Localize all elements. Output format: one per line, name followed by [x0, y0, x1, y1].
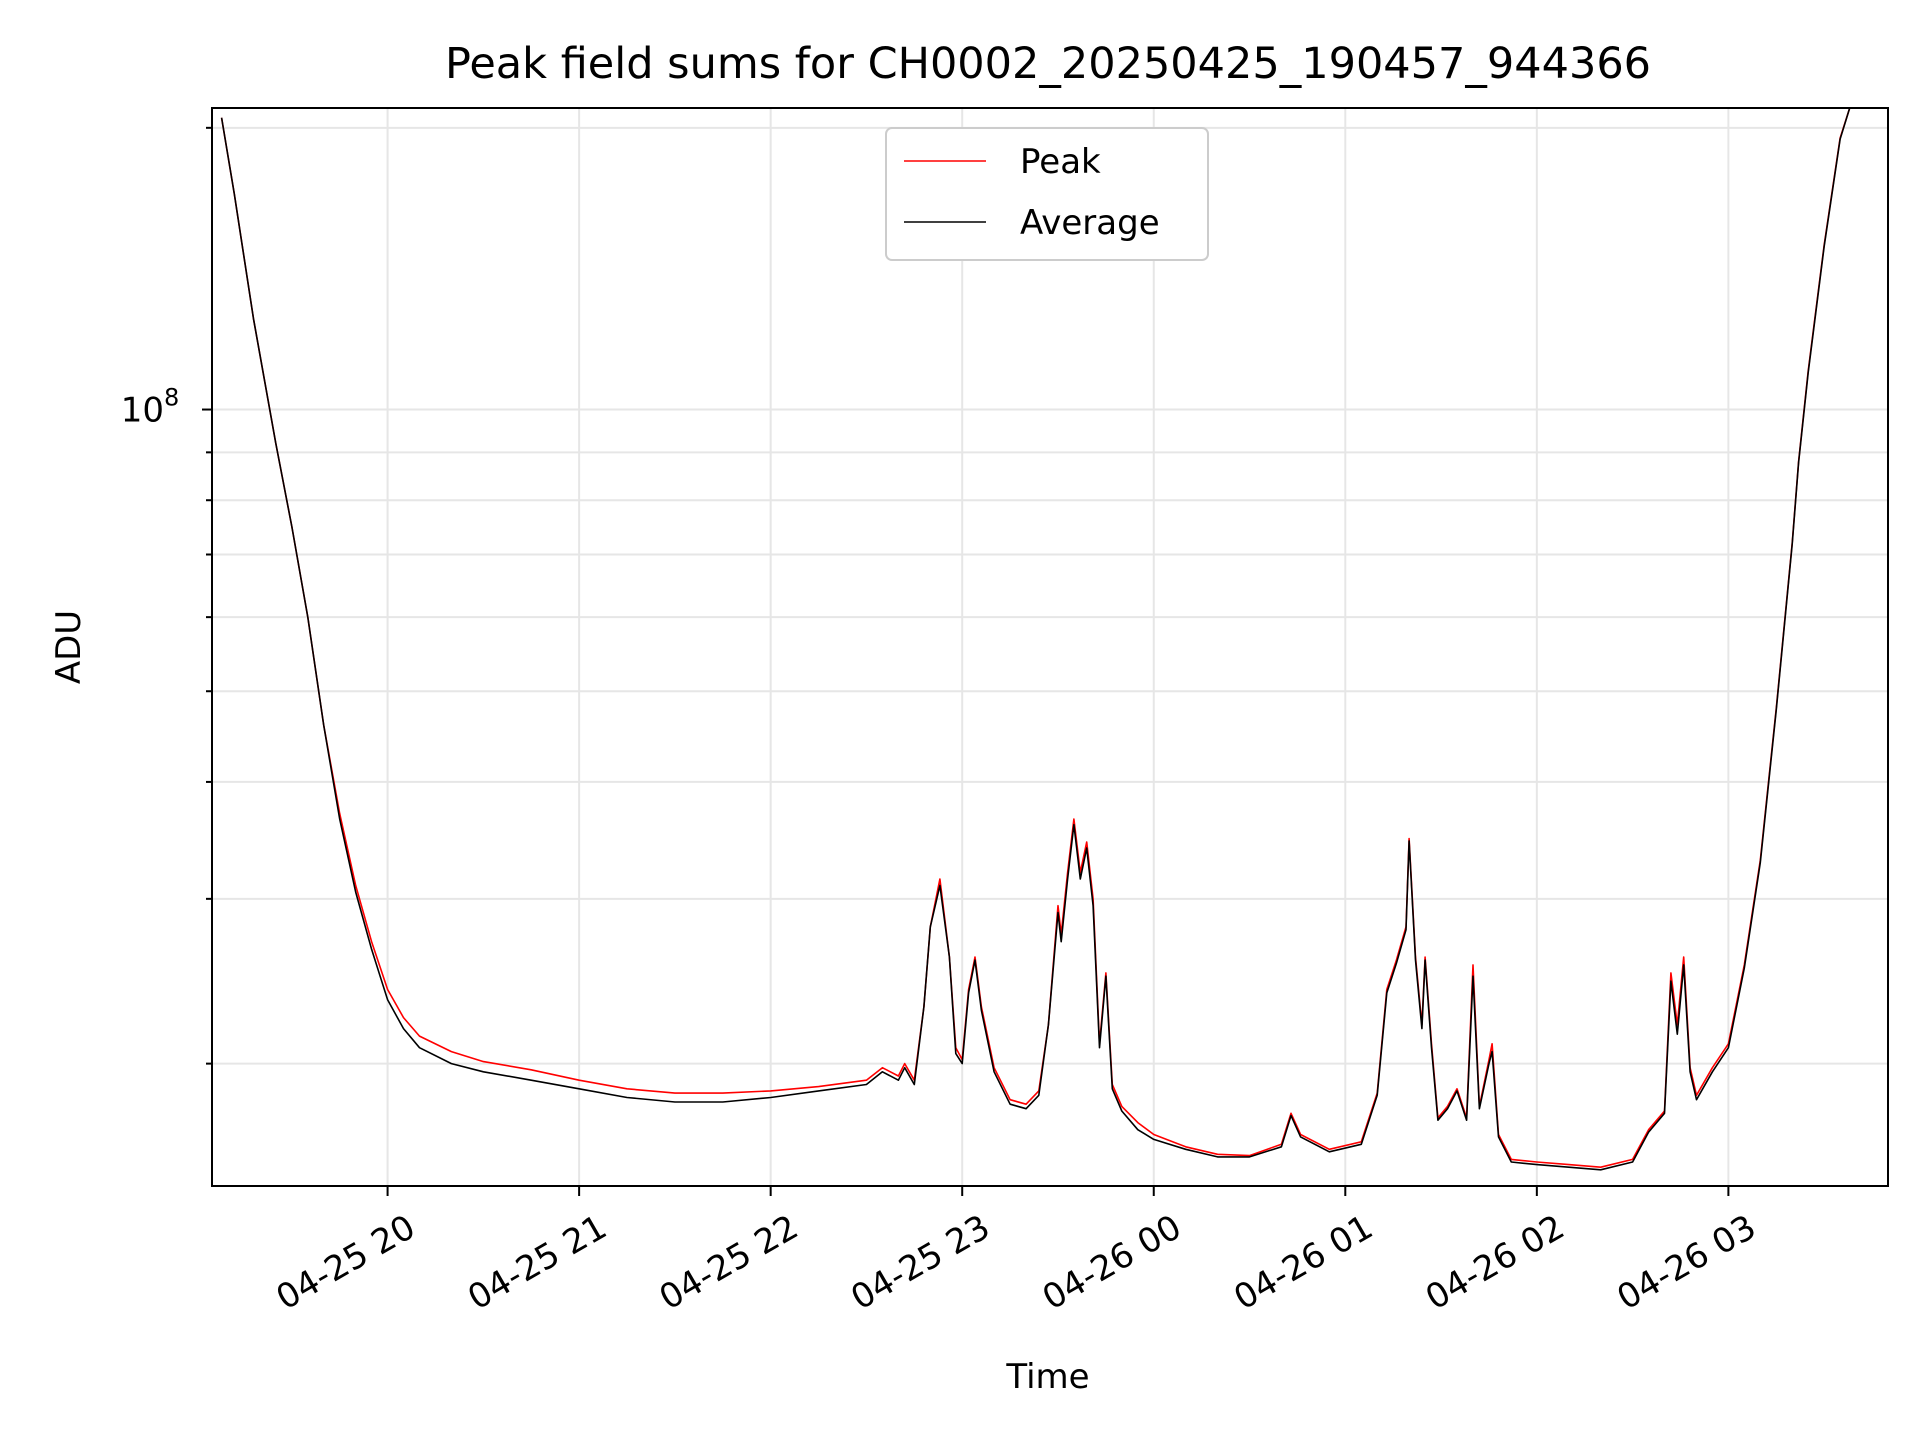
y-tick-label-base: 10: [121, 391, 164, 431]
x-axis-label: Time: [1005, 1357, 1089, 1397]
plot-frame: [211, 107, 1889, 1187]
y-tick-label-exponent: 8: [164, 384, 179, 412]
legend-label-average: Average: [1020, 203, 1160, 243]
series-group: [220, 108, 1851, 1171]
series-line-average: [220, 108, 1851, 1171]
series-line-peak: [220, 108, 1851, 1168]
y-tick-label: 108: [121, 384, 180, 431]
legend: Peak Average: [885, 127, 1209, 261]
chart-title: Peak field sums for CH0002_20250425_1904…: [445, 39, 1651, 89]
y-axis-label: ADU: [49, 610, 89, 684]
plot-area: 04-25 20 04-25 21 04-25 22 04-25 23 04-26 00…: [121, 107, 1889, 1318]
legend-label-peak: Peak: [1020, 142, 1101, 182]
plot-background: [212, 108, 1888, 1186]
